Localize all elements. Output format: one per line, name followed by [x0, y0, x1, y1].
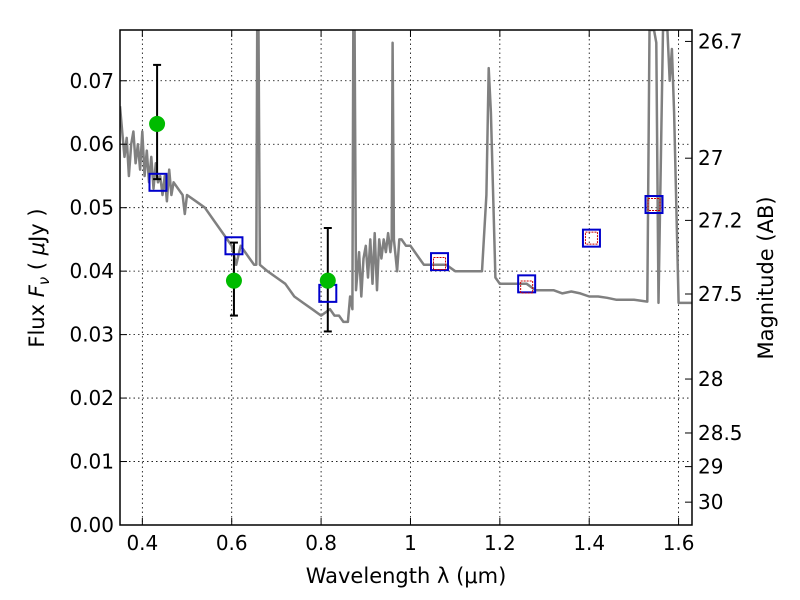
y-tick-label: 0.07: [69, 69, 114, 93]
model-box-marker: [430, 252, 450, 272]
model-box-marker: [224, 236, 244, 256]
inner-box-marker: [584, 231, 598, 245]
observed-point: [225, 272, 242, 289]
model-box-marker: [581, 228, 601, 248]
axis-ticks: 0.4 0.6 0.8 1 1.2 1.4 1.6 0.00 0.01 0.02 0.03 0.04 0…: [69, 29, 742, 555]
y-axis-title-mu: μ: [25, 242, 49, 256]
y-axis-title-prefix: Flux: [25, 297, 49, 347]
y2-tick-label: 30: [698, 490, 723, 514]
x-tick-label: 0.6: [216, 531, 248, 555]
y-tick-label: 0.00: [69, 513, 114, 537]
y2-tick-label: 28: [698, 367, 723, 391]
observed-point: [319, 272, 336, 289]
x-tick-label: 1: [404, 531, 417, 555]
observed-point: [149, 115, 166, 132]
y2-tick-label: 27: [698, 146, 723, 170]
x-tick-label: 1.2: [484, 531, 516, 555]
x-tick-label: 0.4: [126, 531, 158, 555]
x-tick-label: 1.6: [663, 531, 695, 555]
y-tick-label: 0.04: [69, 259, 114, 283]
y2-tick-label: 28.5: [698, 421, 743, 445]
y2-tick-label: 29: [698, 455, 723, 479]
y-tick-label: 0.01: [69, 450, 114, 474]
y-axis-title-symbol: F: [25, 284, 49, 297]
inner-box-marker: [520, 280, 534, 294]
model-box-marker: [644, 195, 664, 215]
y-tick-label: 0.03: [69, 323, 114, 347]
spectrum-line: [120, 30, 692, 324]
y-axis-title-unit: Jy ): [25, 208, 49, 244]
y-tick-label: 0.05: [69, 196, 114, 220]
inner-box-marker: [433, 257, 447, 271]
model-box-marker: [517, 274, 537, 294]
x-tick-label: 1.4: [573, 531, 605, 555]
x-tick-label: 0.8: [305, 531, 337, 555]
y2-tick-label: 26.7: [698, 29, 743, 53]
plot-area: [120, 30, 692, 333]
y2-tick-label: 27.2: [698, 208, 743, 232]
y-axis-title-mid: (: [25, 255, 49, 277]
plot-background: [120, 30, 692, 525]
y-axis-title-subscript: ν: [35, 277, 53, 285]
y-axis-title: Flux Fν ( μJy ): [25, 208, 53, 347]
y-tick-label: 0.02: [69, 386, 114, 410]
y2-axis-title: Magnitude (AB): [754, 196, 778, 359]
x-axis-title: Wavelength λ (μm): [306, 564, 507, 588]
model-box-marker: [148, 172, 168, 192]
inner-box-marker: [647, 198, 661, 212]
plot-frame: [119, 29, 693, 526]
y-tick-label: 0.06: [69, 132, 114, 156]
y2-tick-label: 27.5: [698, 282, 743, 306]
